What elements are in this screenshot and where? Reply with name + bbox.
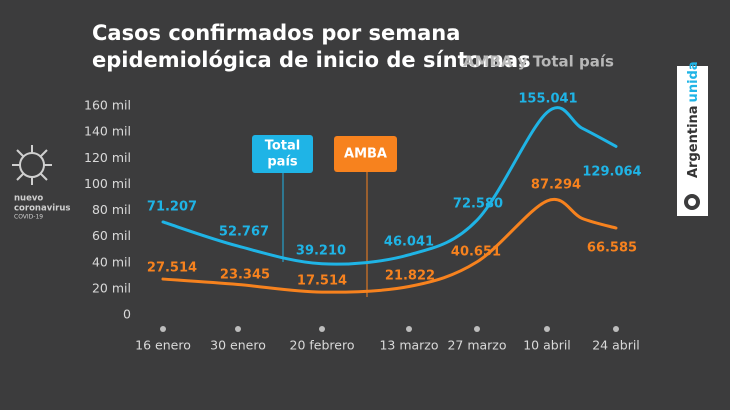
legend-label: Total: [265, 139, 301, 154]
series-line: [161, 106, 618, 266]
x-axis-dot: [319, 326, 325, 332]
x-tick-label: 30 enero: [210, 338, 266, 353]
y-tick-label: 40 mil: [92, 254, 131, 269]
y-tick-label: 140 mil: [84, 124, 131, 139]
virus-label: nuevo: [14, 194, 43, 204]
x-axis-dot: [235, 326, 241, 332]
y-tick-label: 60 mil: [92, 228, 131, 243]
x-axis-dot: [544, 326, 550, 332]
badge: [677, 66, 708, 216]
value-label: 129.064: [582, 165, 641, 180]
badge-word: Argentina: [686, 105, 701, 178]
y-tick-label: 20 mil: [92, 280, 131, 295]
value-label: 40.651: [451, 245, 501, 260]
x-tick-label: 13 marzo: [379, 338, 438, 353]
x-axis-dot: [160, 326, 166, 332]
value-label: 46.041: [384, 235, 434, 250]
legend-label: AMBA: [344, 147, 387, 162]
y-tick-label: 160 mil: [84, 98, 131, 113]
value-label: 66.585: [587, 241, 637, 256]
value-label: 52.767: [219, 225, 269, 240]
x-axis-dot: [474, 326, 480, 332]
x-tick-label: 10 abril: [523, 338, 571, 353]
x-tick-label: 24 abril: [592, 338, 640, 353]
virus-label: coronavirus: [14, 204, 70, 214]
x-axis-dot: [406, 326, 412, 332]
y-tick-label: 0: [123, 307, 131, 322]
value-label: 17.514: [297, 274, 347, 289]
y-tick-label: 80 mil: [92, 202, 131, 217]
value-label: 72.580: [453, 197, 503, 212]
value-label: 23.345: [220, 268, 270, 283]
x-tick-label: 27 marzo: [447, 338, 506, 353]
x-tick-label: 16 enero: [135, 338, 191, 353]
callout-box: [252, 135, 313, 173]
x-axis-dot: [613, 326, 619, 332]
chart-title: epidemiológica de inicio de síntomas: [92, 48, 531, 72]
badge-word: unida: [686, 61, 701, 102]
virus-icon: [12, 145, 52, 185]
value-label: 155.041: [518, 92, 577, 107]
value-label: 21.822: [385, 269, 435, 284]
value-label: 71.207: [147, 200, 197, 215]
legend-label: país: [267, 155, 298, 170]
chart-subtitle: AMBA y Total país: [463, 53, 614, 71]
badge-text: Argentina unida: [686, 61, 701, 178]
virus-label: COVID-19: [14, 214, 43, 221]
series-line: [161, 197, 618, 294]
callout-box: [334, 136, 397, 172]
y-tick-label: 120 mil: [84, 150, 131, 165]
value-label: 39.210: [296, 244, 346, 259]
value-label: 27.514: [147, 261, 197, 276]
value-label: 87.294: [531, 178, 581, 193]
y-tick-label: 100 mil: [84, 176, 131, 191]
chart-title: Casos confirmados por semana: [92, 21, 460, 45]
badge-seal: [688, 198, 696, 206]
x-tick-label: 20 febrero: [290, 338, 355, 353]
